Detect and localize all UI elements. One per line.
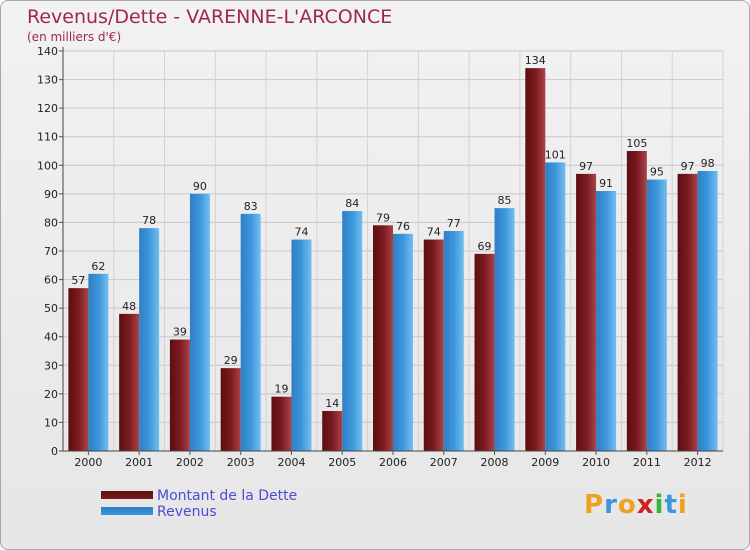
bar-revenus-2009 (545, 162, 566, 451)
bar-dette-2010 (576, 173, 597, 451)
logo-letter: o (617, 490, 637, 520)
ytick-label-120: 120 (37, 102, 58, 115)
bar-revenus-2005 (342, 211, 363, 451)
bar-dette-2011 (626, 151, 647, 451)
bar-revenus-2003 (240, 213, 261, 451)
ytick-label-130: 130 (37, 74, 58, 87)
bar-revenus-2008 (494, 208, 515, 451)
label-dette-2002: 39 (173, 326, 187, 339)
ytick-label-140: 140 (37, 45, 58, 58)
label-revenus-2011: 95 (650, 166, 664, 179)
xtick-label-2000: 2000 (74, 456, 102, 469)
label-dette-2007: 74 (427, 226, 441, 239)
ytick-label-80: 80 (44, 216, 58, 229)
bar-dette-2009 (525, 68, 546, 452)
bar-dette-2005 (322, 411, 343, 451)
label-revenus-2010: 91 (599, 177, 613, 190)
legend-swatch-dette (101, 491, 153, 499)
bar-revenus-2000 (88, 273, 109, 451)
label-revenus-2002: 90 (193, 180, 207, 193)
ytick-label-90: 90 (44, 188, 58, 201)
label-dette-2011: 105 (626, 137, 647, 150)
bar-revenus-2006 (393, 233, 413, 451)
xtick-label-2011: 2011 (633, 456, 661, 469)
bar-dette-2006 (373, 225, 393, 451)
label-dette-2006: 79 (376, 211, 390, 224)
logo-letter: r (604, 490, 618, 520)
chart-subtitle: (en milliers d'€) (27, 30, 122, 44)
xtick-label-2010: 2010 (582, 456, 610, 469)
ytick-label-60: 60 (44, 274, 58, 287)
xtick-label-2007: 2007 (430, 456, 458, 469)
label-dette-2005: 14 (325, 397, 339, 410)
bar-dette-2008 (474, 253, 495, 451)
label-dette-2009: 134 (525, 54, 546, 67)
label-revenus-2004: 74 (294, 226, 308, 239)
chart-title: Revenus/Dette - VARENNE-L'ARCONCE (27, 6, 393, 28)
ytick-label-20: 20 (44, 388, 58, 401)
label-revenus-2008: 85 (498, 194, 512, 207)
bar-revenus-2001 (139, 228, 160, 451)
legend-swatch-revenus (101, 507, 153, 515)
label-revenus-2001: 78 (142, 214, 156, 227)
label-dette-2012: 97 (681, 160, 695, 173)
label-revenus-2009: 101 (545, 148, 566, 161)
logo-letter: i (677, 490, 688, 520)
bar-revenus-2012 (697, 171, 718, 451)
bar-dette-2002 (169, 339, 190, 451)
data-labels: 57 62 48 78 39 90 29 83 19 74 14 84 79 76 74 77 69 85 134 1… (71, 54, 714, 410)
logo-letter: x (636, 490, 655, 520)
ytick-label-0: 0 (51, 445, 58, 458)
ytick-label-30: 30 (44, 359, 58, 372)
bar-revenus-2004 (291, 239, 312, 451)
label-dette-2003: 29 (224, 354, 238, 367)
bar-dette-2007 (423, 239, 444, 451)
legend-label-revenus: Revenus (157, 504, 217, 520)
xtick-label-2012: 2012 (684, 456, 712, 469)
ytick-label-50: 50 (44, 302, 58, 315)
bar-dette-2003 (220, 368, 241, 451)
xtick-label-2008: 2008 (481, 456, 509, 469)
label-revenus-2007: 77 (447, 217, 461, 230)
xtick-label-2004: 2004 (277, 456, 305, 469)
label-revenus-2000: 62 (91, 260, 105, 273)
label-dette-2001: 48 (122, 300, 136, 313)
ytick-label-40: 40 (44, 331, 58, 344)
axes: 0 10 20 30 40 50 60 70 80 90 100 110 120 130 140 2000 20… (37, 45, 723, 469)
xtick-label-2006: 2006 (379, 456, 407, 469)
xtick-label-2009: 2009 (531, 456, 559, 469)
label-revenus-2005: 84 (345, 197, 359, 210)
bar-revenus-2011 (646, 179, 667, 452)
bar-dette-2001 (119, 313, 140, 451)
ytick-label-110: 110 (37, 131, 58, 144)
xtick-label-2002: 2002 (176, 456, 204, 469)
label-dette-2000: 57 (71, 274, 85, 287)
bar-revenus-2010 (596, 191, 617, 451)
bar-revenus-2007 (443, 231, 464, 451)
legend-label-dette: Montant de la Dette (157, 488, 298, 504)
bar-dette-2012 (677, 173, 698, 451)
logo-letter: P (584, 490, 605, 520)
logo-letter: i (654, 490, 665, 520)
label-revenus-2012: 98 (701, 157, 715, 170)
bar-revenus-2002 (189, 193, 210, 451)
ytick-label-100: 100 (37, 159, 58, 172)
bars (68, 68, 718, 452)
label-dette-2010: 97 (579, 160, 593, 173)
label-dette-2004: 19 (274, 383, 288, 396)
ytick-label-70: 70 (44, 245, 58, 258)
bar-dette-2004 (271, 396, 292, 451)
ytick-label-10: 10 (44, 416, 58, 429)
label-revenus-2006: 76 (396, 220, 410, 233)
label-dette-2008: 69 (478, 240, 492, 253)
xtick-label-2005: 2005 (328, 456, 356, 469)
xtick-label-2003: 2003 (227, 456, 255, 469)
bar-dette-2000 (68, 288, 89, 451)
label-revenus-2003: 83 (244, 200, 258, 213)
logo-letter: t (664, 490, 678, 520)
xtick-label-2001: 2001 (125, 456, 153, 469)
proxiti-logo: Proxiti (584, 490, 688, 520)
